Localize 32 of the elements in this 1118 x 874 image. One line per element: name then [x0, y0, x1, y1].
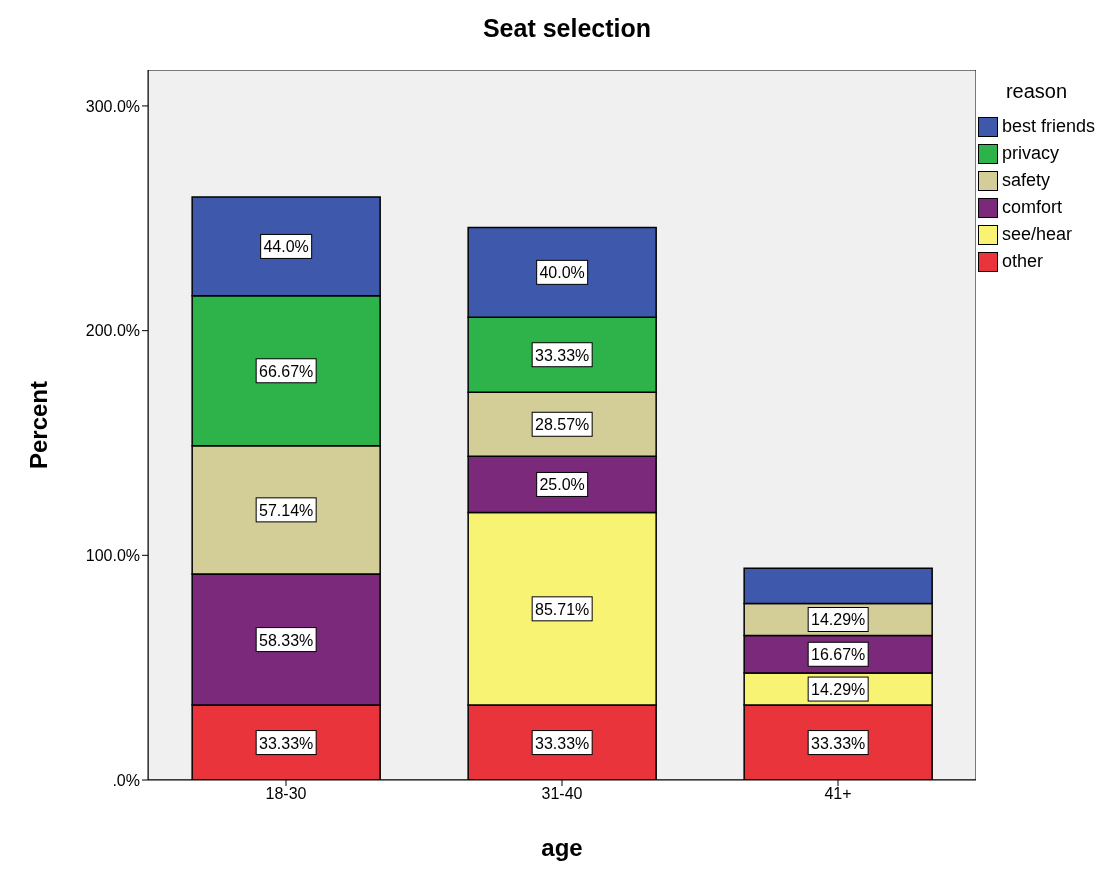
data-label: 40.0%: [539, 264, 585, 282]
data-label: 85.71%: [535, 600, 590, 618]
y-tick-label: 300.0%: [85, 97, 140, 115]
data-label: 28.57%: [535, 416, 590, 434]
x-tick-label: 31-40: [541, 785, 583, 803]
data-label: 14.29%: [811, 611, 866, 629]
y-tick-label: .0%: [112, 771, 140, 789]
legend-label: best friends: [1002, 116, 1096, 137]
data-label: 33.33%: [811, 734, 866, 752]
y-axis-title: Percent: [24, 380, 52, 470]
legend-label: privacy: [1002, 143, 1060, 164]
y-tick-label: 100.0%: [85, 547, 140, 564]
x-tick-label: 18-30: [265, 785, 307, 803]
chart-title: Seat selection: [481, 14, 653, 43]
data-label: 57.14%: [259, 501, 314, 519]
data-label: 44.0%: [263, 238, 309, 256]
legend-title: reason: [1004, 80, 1069, 103]
x-tick-label: 41+: [824, 785, 852, 803]
legend-label: see/hear: [1002, 224, 1073, 245]
data-label: 25.0%: [539, 476, 585, 494]
data-label: 16.67%: [811, 646, 866, 664]
legend-label: comfort: [1002, 197, 1063, 218]
data-label: 33.33%: [535, 346, 590, 364]
data-label: 66.67%: [259, 362, 314, 380]
x-axis-title: age: [541, 834, 583, 861]
data-label: 33.33%: [535, 734, 590, 752]
data-label: 33.33%: [259, 734, 314, 752]
legend-label: other: [1002, 251, 1044, 272]
data-label: 58.33%: [259, 631, 314, 649]
legend-label: safety: [1002, 170, 1051, 191]
y-tick-label: 200.0%: [85, 322, 140, 340]
data-label: 14.29%: [811, 681, 866, 699]
